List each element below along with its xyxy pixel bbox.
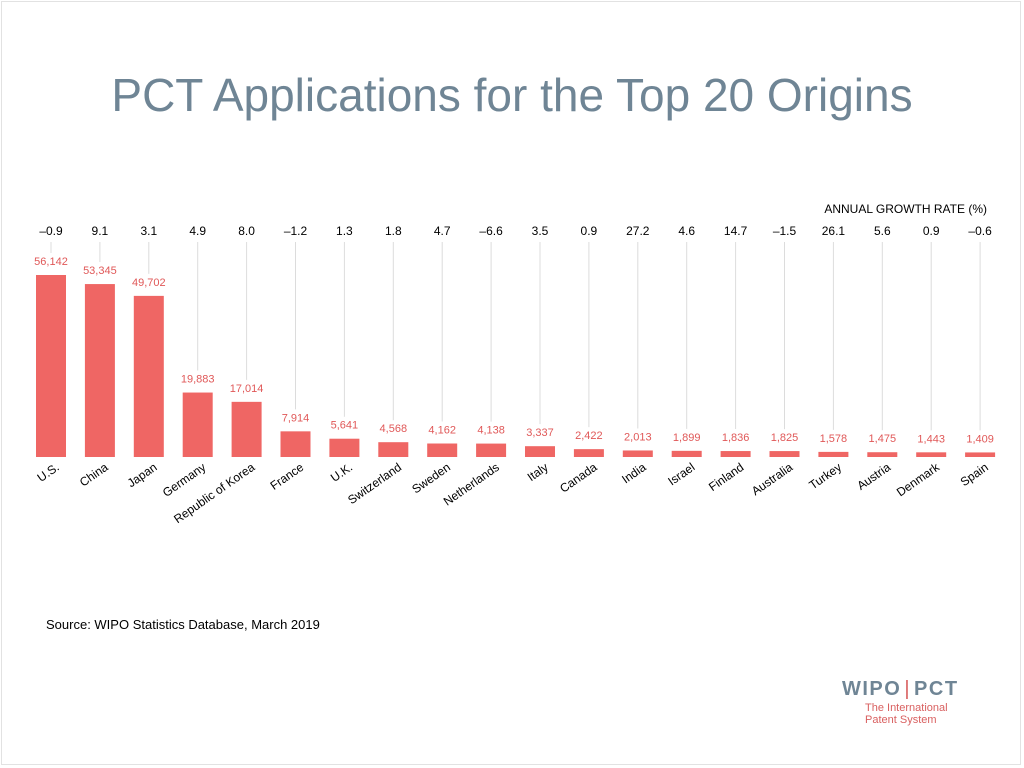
source-note: Source: WIPO Statistics Database, March … [46, 617, 320, 632]
growth-rate-label: 5.6 [874, 224, 891, 238]
bar [867, 452, 898, 457]
logo-pct: PCT [914, 678, 959, 700]
value-label: 1,825 [771, 432, 799, 444]
bar [84, 284, 115, 457]
value-label: 1,578 [820, 433, 848, 445]
logo-separator: | [904, 678, 912, 700]
bar [916, 452, 947, 457]
growth-rate-label: –0.9 [39, 224, 63, 238]
growth-rate-label: 1.3 [336, 224, 353, 238]
growth-rate-label: 0.9 [581, 224, 598, 238]
category-label: Israel [665, 460, 697, 488]
logo-subtitle-line1: The International [865, 702, 948, 714]
category-label: Finland [706, 460, 746, 494]
logo-mark: WIPO | PCT [842, 678, 959, 700]
value-label: 53,345 [83, 265, 117, 277]
bar-chart: ANNUAL GROWTH RATE (%) –0.9 56,142 U.S. 9.1 5… [34, 202, 996, 526]
growth-rate-label: 9.1 [92, 224, 109, 238]
growth-rate-label: –1.5 [773, 224, 797, 238]
bar [231, 401, 262, 457]
value-label: 4,162 [428, 425, 456, 437]
category-label: U.S. [35, 460, 62, 485]
bar [36, 275, 66, 457]
growth-rate-label: 14.7 [724, 224, 748, 238]
value-label: 2,013 [624, 431, 652, 443]
category-label: Republic of Korea [171, 460, 257, 526]
category-label: Sweden [409, 460, 453, 496]
bar [965, 452, 996, 457]
value-label: 4,138 [477, 425, 505, 437]
category-label: U.K. [328, 460, 355, 485]
category-label: China [77, 460, 111, 490]
logo-wipo: WIPO [842, 678, 902, 700]
bar [378, 442, 409, 457]
value-label: 1,409 [966, 433, 994, 445]
category-label: Australia [749, 460, 796, 498]
growth-rate-label: 4.6 [678, 224, 695, 238]
category-label: France [268, 460, 307, 493]
bar [182, 392, 213, 457]
value-label: 19,883 [181, 374, 215, 386]
growth-rate-label: –1.2 [284, 224, 308, 238]
value-label: 3,337 [526, 427, 554, 439]
category-label: India [619, 460, 649, 487]
category-label: Canada [557, 460, 600, 496]
category-label: Italy [525, 460, 551, 484]
category-label: Japan [125, 460, 160, 490]
wipo-pct-logo: WIPO | PCT The International Patent System [842, 678, 959, 726]
bar [573, 449, 604, 457]
value-label: 1,475 [869, 433, 897, 445]
bar [818, 451, 849, 457]
category-label: Denmark [894, 459, 943, 499]
value-label: 49,702 [132, 277, 166, 289]
growth-rate-label: 4.9 [189, 224, 206, 238]
value-label: 5,641 [331, 420, 359, 432]
growth-rate-label: 3.5 [532, 224, 549, 238]
bar [133, 295, 164, 457]
bar [622, 450, 653, 457]
value-label: 7,914 [282, 412, 310, 424]
growth-rate-label: 8.0 [238, 224, 255, 238]
bar [329, 438, 360, 457]
growth-rate-label: 1.8 [385, 224, 402, 238]
growth-rate-label: 0.9 [923, 224, 940, 238]
chart-title: PCT Applications for the Top 20 Origins [111, 69, 913, 121]
value-label: 56,142 [34, 256, 68, 268]
value-label: 4,568 [380, 423, 408, 435]
category-label: Austria [854, 460, 893, 493]
growth-rate-label: –6.6 [479, 224, 503, 238]
bar [427, 443, 458, 457]
category-label: Switzerland [345, 460, 404, 507]
category-label: Spain [958, 460, 991, 489]
logo-subtitle-line2: Patent System [865, 714, 937, 726]
growth-rate-header: ANNUAL GROWTH RATE (%) [824, 202, 987, 216]
value-label: 1,836 [722, 432, 750, 444]
value-label: 1,899 [673, 432, 701, 444]
value-label: 2,422 [575, 430, 603, 442]
growth-rate-label: 27.2 [626, 224, 650, 238]
logo-subtitle: The International Patent System [865, 702, 959, 726]
growth-rate-label: 3.1 [140, 224, 157, 238]
bar [525, 446, 555, 457]
value-label: 17,014 [230, 383, 264, 395]
bar [280, 431, 311, 457]
value-label: 1,443 [917, 433, 945, 445]
growth-rate-label: –0.6 [968, 224, 992, 238]
category-label: Turkey [806, 460, 844, 492]
growth-rate-label: 26.1 [822, 224, 846, 238]
growth-rate-label: 4.7 [434, 224, 451, 238]
bar [720, 451, 751, 457]
bar [671, 450, 702, 457]
bar [476, 443, 507, 457]
bar [769, 451, 800, 457]
